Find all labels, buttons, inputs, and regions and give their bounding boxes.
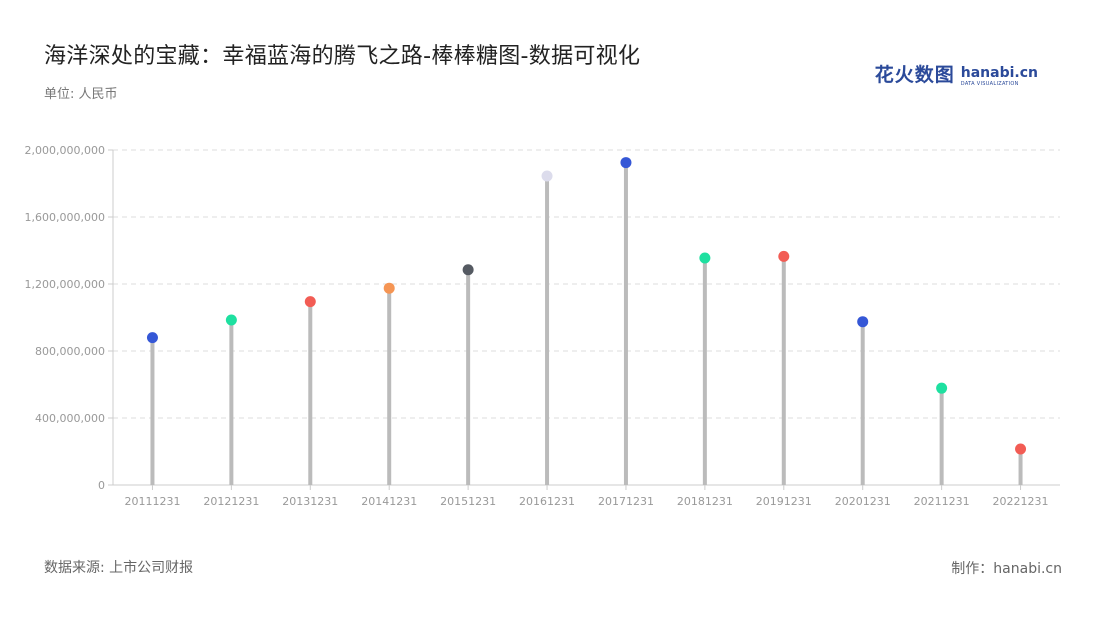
unit-label: 单位: 人民币 (44, 87, 118, 102)
y-tick-label: 2,000,000,000 (25, 144, 105, 157)
lollipop-point (699, 252, 711, 264)
x-tick-label: 20181231 (677, 495, 733, 508)
y-tick-label: 1,600,000,000 (25, 211, 105, 224)
lollipop-point (936, 382, 948, 394)
x-tick-label: 20131231 (282, 495, 338, 508)
x-tick-label: 20201231 (835, 495, 891, 508)
x-tick-label: 20111231 (124, 495, 180, 508)
y-axis: 0 400,000,000 800,000,000 1,200,000,000 1,60… (25, 144, 114, 492)
chart-marks (146, 157, 1027, 485)
lollipop-point (1015, 443, 1027, 455)
lollipop-point (541, 170, 553, 182)
lollipop-point (383, 282, 395, 294)
x-tick-label: 20121231 (203, 495, 259, 508)
y-tick-label: 400,000,000 (35, 412, 105, 425)
x-tick-label: 20161231 (519, 495, 575, 508)
lollipop-point (225, 314, 237, 326)
y-tick-label: 1,200,000,000 (25, 278, 105, 291)
lollipop-point (146, 332, 158, 344)
x-tick-label: 20211231 (914, 495, 970, 508)
hanabi-logo: 花火数图 hanabi.cn DATA VISUALIZATION (875, 60, 1038, 87)
data-source: 数据来源: 上市公司财报 (44, 560, 194, 576)
grid-lines (113, 149, 1060, 419)
x-tick-label: 20151231 (440, 495, 496, 508)
chart-title: 海洋深处的宝藏：幸福蓝海的腾飞之路-棒棒糖图-数据可视化 (44, 44, 641, 69)
credit: 制作：hanabi.cn (951, 561, 1062, 577)
lollipop-point (778, 250, 790, 262)
lollipop-point (620, 157, 632, 169)
x-tick-label: 20191231 (756, 495, 812, 508)
logo-en-subtext: DATA VISUALIZATION (960, 81, 1019, 87)
lollipop-point (462, 264, 474, 276)
y-tick-label: 800,000,000 (35, 345, 105, 358)
logo-en-text: hanabi.cn (960, 65, 1038, 81)
x-tick-label: 20171231 (598, 495, 654, 508)
lollipop-point (857, 316, 869, 328)
x-tick-label: 20221231 (993, 495, 1049, 508)
logo-cn-text: 花火数图 (874, 64, 955, 86)
y-tick-label: 0 (98, 479, 105, 492)
lollipop-point (304, 296, 316, 308)
x-axis: 20111231 20121231 20131231 20141231 20151231… (113, 484, 1060, 508)
logo-en: hanabi.cn DATA VISUALIZATION (961, 66, 1038, 87)
x-tick-label: 20141231 (361, 495, 417, 508)
